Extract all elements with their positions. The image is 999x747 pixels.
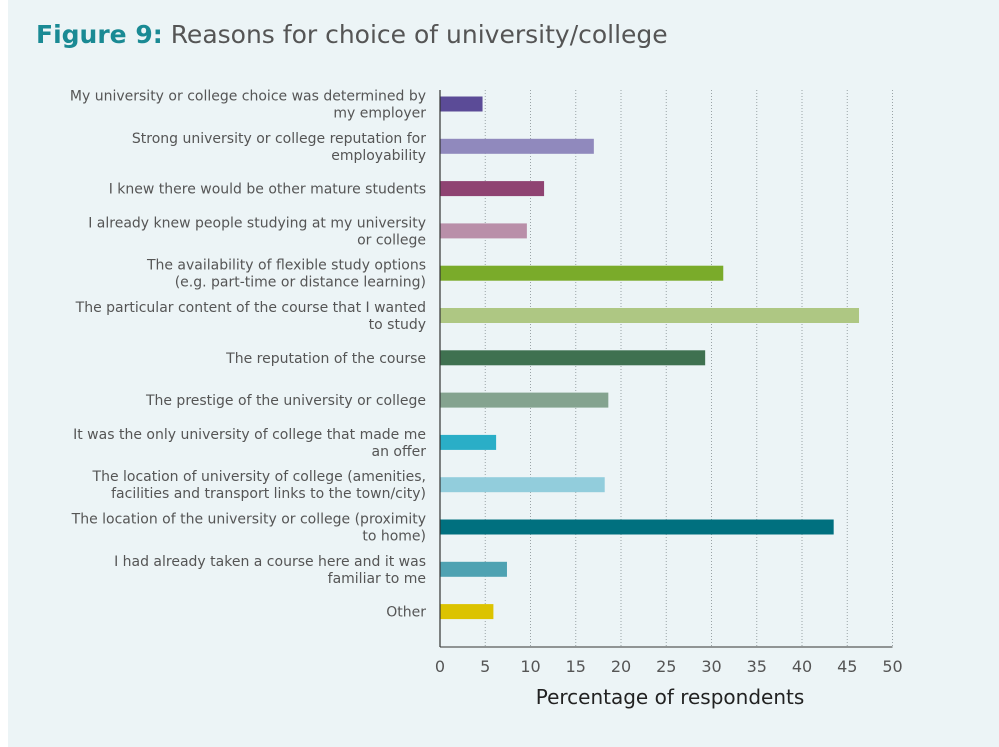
- figure-title: Figure 9: Reasons for choice of universi…: [36, 20, 668, 49]
- category-label-line: The particular content of the course tha…: [75, 300, 426, 316]
- category-label: My university or college choice was dete…: [70, 89, 426, 122]
- bar: [440, 604, 494, 620]
- category-label: The prestige of the university or colleg…: [145, 393, 426, 409]
- category-label-line: or college: [357, 232, 426, 248]
- chart-panel: [8, 0, 999, 747]
- bar: [440, 561, 507, 577]
- category-label-line: familiar to me: [328, 571, 426, 587]
- bar: [440, 181, 545, 197]
- category-label-line: The prestige of the university or colleg…: [145, 393, 426, 409]
- bar: [440, 392, 609, 408]
- category-label: Strong university or college reputation …: [132, 131, 426, 164]
- category-label-line: The availability of flexible study optio…: [146, 258, 426, 274]
- category-label: I had already taken a course here and it…: [114, 554, 426, 587]
- x-tick-label: 25: [656, 657, 676, 676]
- bar: [440, 308, 860, 323]
- category-label-line: I knew there would be other mature stude…: [109, 182, 426, 198]
- category-label: Other: [386, 605, 426, 621]
- x-tick-label: 50: [882, 657, 902, 676]
- bar: [440, 265, 724, 281]
- x-tick-label: 20: [611, 657, 631, 676]
- category-label-line: I already knew people studying at my uni…: [88, 215, 426, 231]
- x-tick-label: 35: [747, 657, 767, 676]
- category-label-line: to home): [362, 529, 426, 545]
- category-label: The availability of flexible study optio…: [146, 258, 426, 291]
- x-tick-label: 45: [837, 657, 857, 676]
- category-label-line: employability: [331, 148, 426, 164]
- category-label-line: The location of university of college (a…: [92, 469, 426, 485]
- category-label-line: an offer: [372, 444, 427, 460]
- figure-title-text: Reasons for choice of university/college: [170, 20, 668, 49]
- category-label-line: Strong university or college reputation …: [132, 131, 426, 147]
- bar: [440, 519, 834, 535]
- bar: [440, 477, 605, 493]
- bar: [440, 434, 497, 450]
- category-label: The location of the university or colleg…: [71, 512, 426, 545]
- category-label-line: It was the only university of college th…: [73, 427, 426, 443]
- x-tick-label: 15: [566, 657, 586, 676]
- x-tick-label: 10: [520, 657, 540, 676]
- category-label-line: I had already taken a course here and it…: [114, 554, 426, 570]
- figure-number: Figure 9:: [36, 20, 163, 49]
- category-label: I already knew people studying at my uni…: [88, 215, 426, 248]
- bar: [440, 138, 594, 154]
- category-label: I knew there would be other mature stude…: [109, 182, 426, 198]
- bar: [440, 223, 527, 239]
- category-label-line: The reputation of the course: [225, 351, 426, 367]
- category-label: It was the only university of college th…: [73, 427, 426, 460]
- category-label: The particular content of the course tha…: [75, 300, 426, 333]
- x-tick-label: 5: [480, 657, 490, 676]
- category-label-line: (e.g. part-time or distance learning): [175, 275, 426, 291]
- x-tick-label: 0: [435, 657, 445, 676]
- category-label-line: The location of the university or colleg…: [71, 512, 426, 528]
- x-tick-label: 40: [792, 657, 812, 676]
- category-label-line: My university or college choice was dete…: [70, 89, 426, 105]
- bar: [440, 96, 483, 112]
- category-label-line: Other: [386, 605, 426, 621]
- category-label: The reputation of the course: [225, 351, 426, 367]
- bar: [440, 350, 706, 366]
- category-label: The location of university of college (a…: [92, 469, 426, 502]
- x-tick-label: 30: [701, 657, 721, 676]
- category-label-line: my employer: [333, 106, 426, 122]
- x-axis-title: Percentage of respondents: [536, 685, 805, 709]
- category-label-line: to study: [369, 317, 426, 333]
- category-label-line: facilities and transport links to the to…: [111, 486, 426, 502]
